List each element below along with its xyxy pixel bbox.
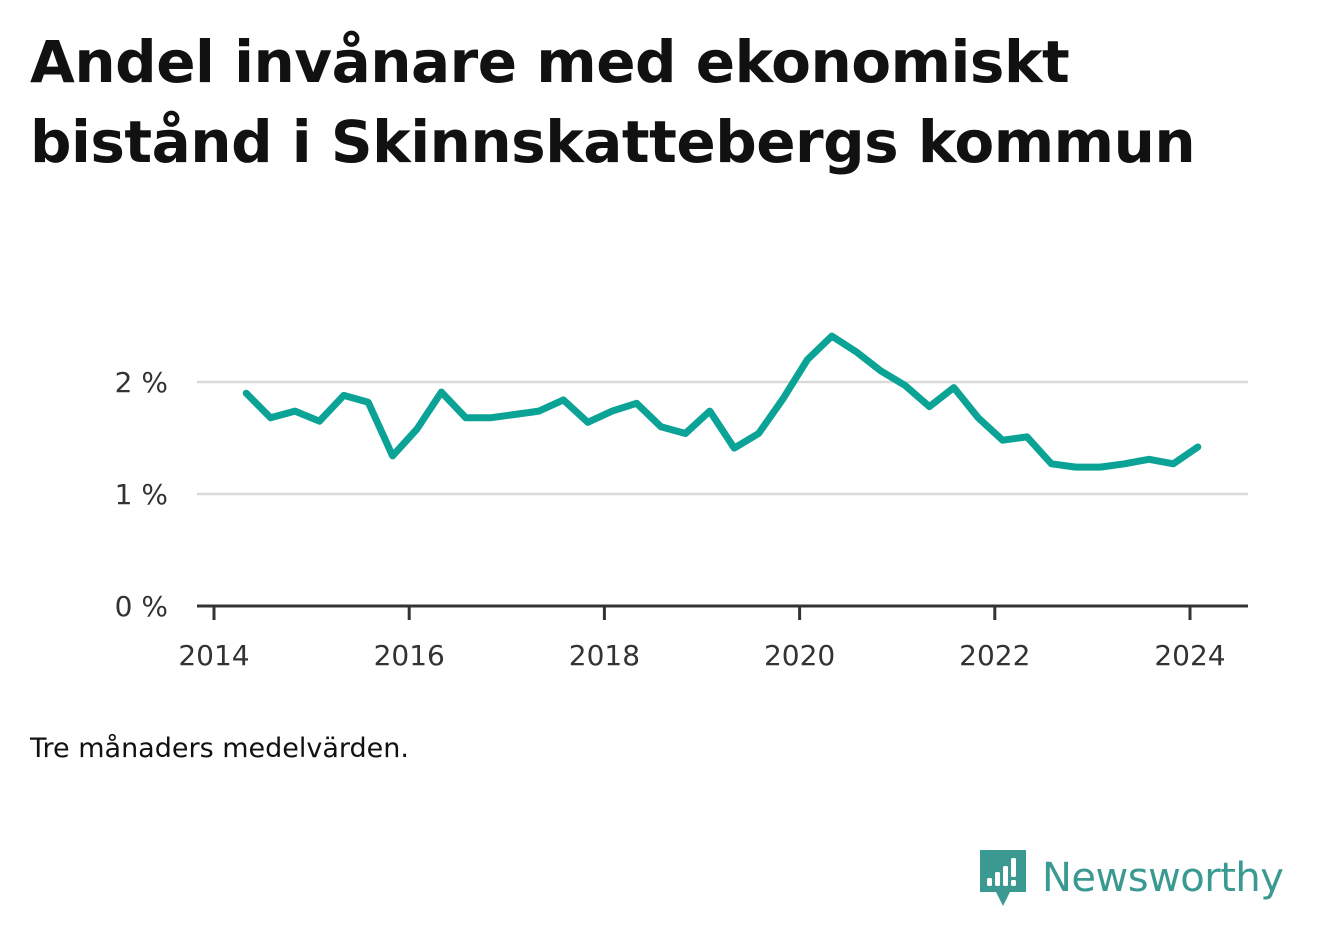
series-layer (242, 332, 1202, 471)
x-tick-label: 2016 (374, 639, 445, 672)
y-tick-label: 2 % (115, 366, 168, 399)
x-axis-labels: 2014 2016 2018 2020 2022 2024 (178, 639, 1225, 672)
x-tick-label: 2018 (569, 639, 640, 672)
x-axis (197, 604, 1248, 620)
gridlines (197, 380, 1248, 496)
newsworthy-logo: Newsworthy (978, 848, 1284, 908)
chart-note: Tre månaders medelvärden. (30, 733, 409, 764)
chart-title: Andel invånare med ekonomiskt bistånd i … (30, 28, 1196, 176)
y-tick-label: 1 % (115, 478, 168, 511)
x-tick-label: 2022 (959, 639, 1030, 672)
y-axis-labels: 0 % 1 % 2 % (115, 366, 168, 623)
x-tick-label: 2014 (178, 639, 249, 672)
y-tick-label: 0 % (115, 590, 168, 623)
x-tick-label: 2020 (764, 639, 835, 672)
x-tick-label: 2024 (1154, 639, 1225, 672)
brand-name: Newsworthy (1042, 855, 1284, 901)
bar-chart-speech-bubble-icon (980, 850, 1026, 906)
series-line-0 (242, 332, 1202, 471)
